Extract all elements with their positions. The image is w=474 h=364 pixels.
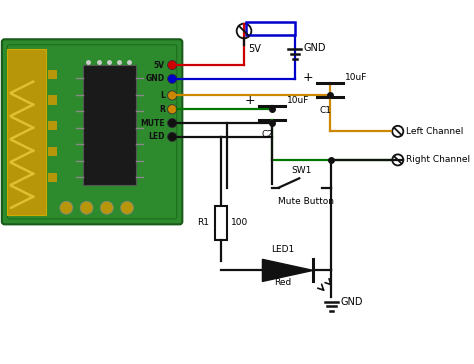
- Bar: [8, 50, 46, 215]
- Text: Red: Red: [274, 278, 292, 287]
- Text: C2: C2: [261, 130, 273, 139]
- Bar: [48, 121, 57, 130]
- Text: 10uF: 10uF: [287, 96, 310, 106]
- Text: L: L: [160, 91, 165, 100]
- Text: GND: GND: [146, 74, 165, 83]
- Bar: [83, 65, 137, 185]
- Text: +: +: [245, 95, 255, 107]
- Circle shape: [392, 126, 403, 137]
- Text: C1: C1: [319, 107, 331, 115]
- Text: MUTE: MUTE: [140, 119, 165, 127]
- Circle shape: [392, 154, 403, 165]
- Polygon shape: [263, 259, 313, 281]
- Circle shape: [168, 118, 177, 128]
- Circle shape: [168, 60, 177, 70]
- Text: GND: GND: [304, 43, 327, 52]
- Circle shape: [168, 91, 177, 100]
- Text: Left Channel: Left Channel: [406, 127, 464, 136]
- Text: R: R: [159, 105, 165, 114]
- Circle shape: [100, 201, 113, 214]
- Circle shape: [120, 201, 134, 214]
- Bar: [48, 70, 57, 79]
- Circle shape: [168, 74, 177, 83]
- Text: LED: LED: [148, 132, 165, 141]
- Text: SW1: SW1: [292, 166, 312, 175]
- Text: +: +: [302, 71, 313, 84]
- Bar: [48, 173, 57, 182]
- Circle shape: [80, 201, 93, 214]
- Text: R1: R1: [197, 218, 209, 228]
- Text: 10uF: 10uF: [345, 74, 368, 83]
- Text: 100: 100: [231, 218, 248, 228]
- Circle shape: [237, 24, 251, 38]
- FancyBboxPatch shape: [2, 39, 182, 224]
- Text: Mute Button: Mute Button: [278, 197, 334, 206]
- Bar: [215, 206, 228, 240]
- Circle shape: [168, 105, 177, 114]
- Bar: [246, 22, 295, 35]
- Text: 5V: 5V: [248, 44, 261, 54]
- Bar: [48, 95, 57, 105]
- Text: Right Channel: Right Channel: [406, 155, 470, 165]
- Circle shape: [168, 132, 177, 142]
- Text: LED1: LED1: [272, 245, 295, 254]
- Text: GND: GND: [341, 297, 363, 307]
- Circle shape: [60, 201, 73, 214]
- Bar: [48, 147, 57, 156]
- Text: 5V: 5V: [154, 60, 165, 70]
